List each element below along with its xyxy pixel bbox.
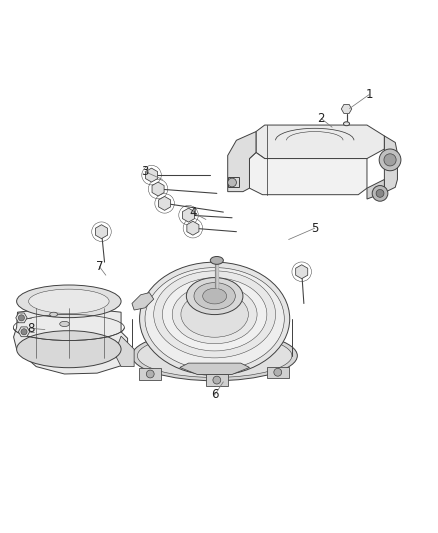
Ellipse shape bbox=[28, 289, 109, 313]
Polygon shape bbox=[385, 136, 397, 192]
Polygon shape bbox=[183, 208, 194, 222]
Polygon shape bbox=[95, 225, 107, 239]
Ellipse shape bbox=[132, 330, 297, 381]
Ellipse shape bbox=[60, 321, 69, 327]
Circle shape bbox=[384, 154, 396, 166]
Polygon shape bbox=[367, 180, 385, 199]
Polygon shape bbox=[115, 336, 134, 367]
Circle shape bbox=[372, 185, 388, 201]
Text: 1: 1 bbox=[365, 88, 373, 101]
Circle shape bbox=[146, 370, 154, 378]
Ellipse shape bbox=[343, 122, 350, 126]
Text: 6: 6 bbox=[211, 389, 219, 401]
Ellipse shape bbox=[154, 271, 276, 358]
Polygon shape bbox=[18, 327, 30, 337]
Circle shape bbox=[274, 368, 282, 376]
Polygon shape bbox=[250, 152, 367, 195]
Polygon shape bbox=[145, 168, 158, 182]
Circle shape bbox=[18, 315, 25, 321]
Text: 3: 3 bbox=[141, 165, 148, 178]
Ellipse shape bbox=[210, 256, 223, 264]
Circle shape bbox=[228, 178, 237, 187]
Circle shape bbox=[21, 329, 27, 335]
Polygon shape bbox=[296, 265, 308, 279]
Polygon shape bbox=[16, 313, 27, 323]
Polygon shape bbox=[139, 368, 161, 379]
Polygon shape bbox=[228, 132, 256, 192]
Polygon shape bbox=[206, 375, 228, 386]
Ellipse shape bbox=[162, 278, 267, 351]
Polygon shape bbox=[152, 182, 164, 196]
Ellipse shape bbox=[140, 262, 290, 375]
Polygon shape bbox=[228, 177, 239, 187]
Polygon shape bbox=[267, 367, 289, 378]
Text: 4: 4 bbox=[189, 206, 197, 219]
Ellipse shape bbox=[145, 268, 284, 370]
Ellipse shape bbox=[49, 312, 57, 317]
Circle shape bbox=[376, 189, 384, 197]
Text: 2: 2 bbox=[318, 112, 325, 125]
Polygon shape bbox=[159, 197, 171, 211]
Polygon shape bbox=[341, 104, 352, 114]
Polygon shape bbox=[180, 363, 250, 375]
Polygon shape bbox=[187, 221, 199, 235]
Ellipse shape bbox=[172, 285, 257, 344]
Text: 8: 8 bbox=[27, 322, 35, 335]
Ellipse shape bbox=[17, 330, 121, 368]
Ellipse shape bbox=[138, 334, 292, 377]
Ellipse shape bbox=[194, 282, 235, 310]
Polygon shape bbox=[256, 125, 385, 158]
Ellipse shape bbox=[203, 288, 226, 304]
Text: 5: 5 bbox=[311, 222, 318, 235]
Ellipse shape bbox=[186, 278, 243, 314]
Circle shape bbox=[213, 376, 221, 384]
Ellipse shape bbox=[181, 292, 248, 337]
Circle shape bbox=[379, 149, 401, 171]
Polygon shape bbox=[14, 306, 127, 374]
Text: 7: 7 bbox=[95, 260, 103, 273]
Ellipse shape bbox=[17, 285, 121, 318]
Polygon shape bbox=[132, 293, 154, 310]
